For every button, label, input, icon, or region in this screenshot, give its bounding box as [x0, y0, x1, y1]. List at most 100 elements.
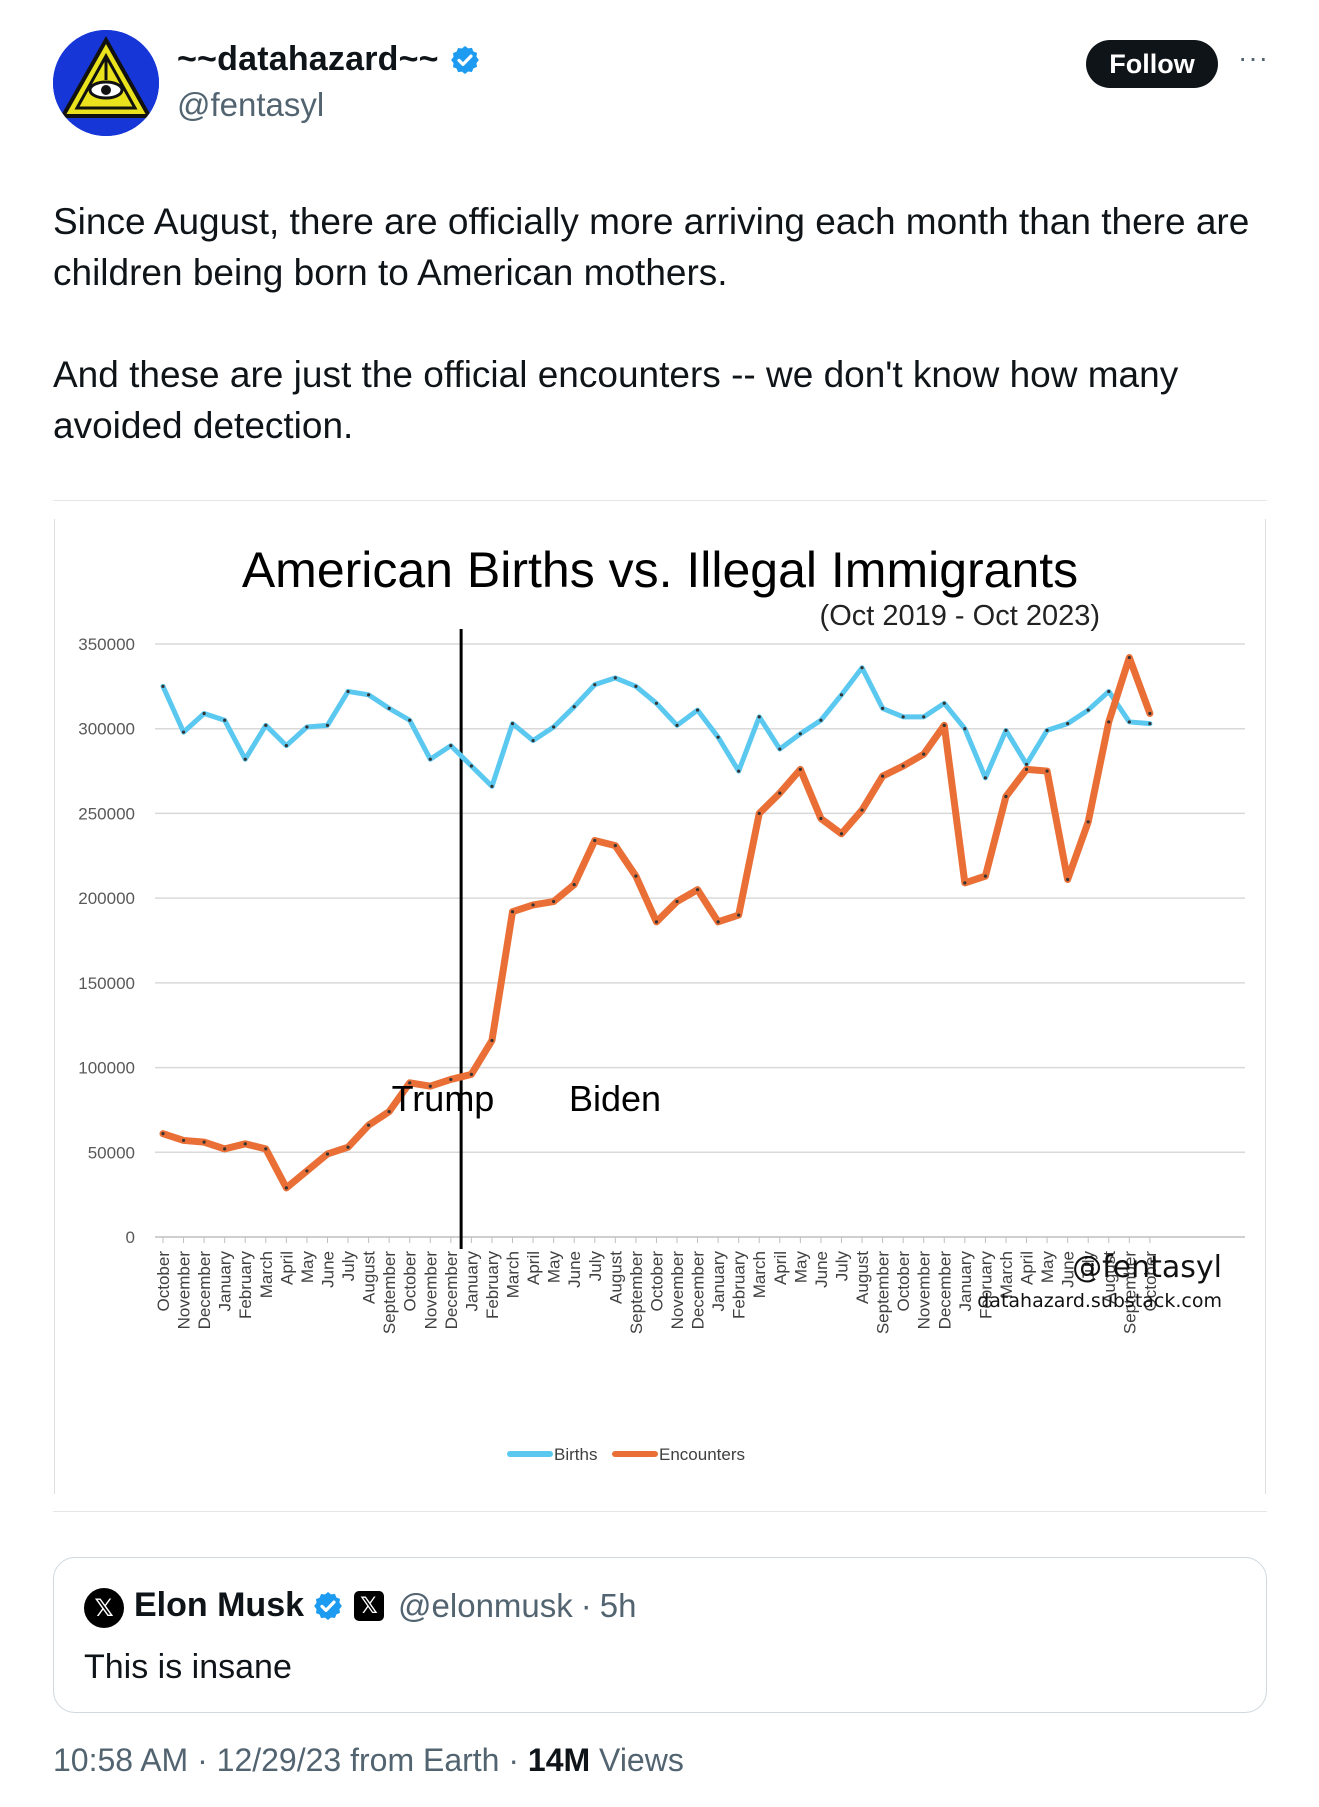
chart-subtitle: (Oct 2019 - Oct 2023): [820, 600, 1100, 632]
data-point: [387, 706, 391, 710]
series-births: [160, 665, 1153, 789]
ellipsis-icon[interactable]: ···: [1238, 42, 1269, 73]
follow-button[interactable]: Follow: [1086, 40, 1218, 88]
x-tick-label: January: [956, 1251, 975, 1312]
series-line-births: [160, 665, 1153, 789]
x-tick-label: October: [154, 1251, 173, 1312]
quoted-author-line: Elon Musk 𝕏 @elonmusk · 5h: [134, 1586, 636, 1625]
data-point: [572, 882, 576, 887]
y-tick-label: 100000: [78, 1059, 135, 1078]
x-tick-label: April: [277, 1251, 296, 1285]
data-point: [264, 723, 268, 727]
verified-badge-icon: [314, 1591, 342, 1620]
data-point: [942, 723, 946, 727]
data-point: [634, 684, 638, 688]
data-point: [1148, 722, 1152, 726]
data-point: [839, 832, 844, 836]
data-point: [325, 1152, 330, 1156]
data-point: [963, 727, 967, 731]
y-tick-label: 350000: [78, 635, 135, 654]
y-tick-label: 300000: [78, 720, 135, 739]
x-tick-label: December: [935, 1251, 954, 1330]
legend-label: Births: [554, 1445, 597, 1464]
author-avatar[interactable]: [53, 30, 159, 136]
data-point: [1127, 720, 1131, 724]
data-point: [839, 693, 844, 697]
data-point: [1148, 711, 1152, 716]
data-point: [264, 1147, 268, 1151]
data-point: [695, 708, 700, 712]
data-point: [284, 1186, 288, 1190]
data-point: [531, 903, 535, 907]
x-tick-label: March: [997, 1251, 1016, 1298]
data-point: [737, 769, 741, 773]
data-point: [449, 1077, 453, 1082]
data-point: [408, 718, 412, 722]
data-point: [983, 874, 988, 878]
data-point: [510, 722, 515, 726]
x-tick-label: May: [791, 1251, 810, 1284]
legend-item-encounters: Encounters: [612, 1445, 745, 1464]
tweet-date[interactable]: 12/29/23: [216, 1742, 342, 1778]
x-tick-label: August: [360, 1251, 379, 1304]
quoted-author-name[interactable]: Elon Musk: [134, 1586, 305, 1624]
data-point: [922, 715, 926, 719]
data-point: [510, 910, 515, 914]
x-tick-label: September: [627, 1251, 646, 1334]
meta-separator: ·: [499, 1742, 528, 1778]
data-point: [1004, 728, 1008, 733]
x-tick-label: February: [730, 1251, 749, 1320]
data-point: [469, 764, 473, 768]
x-tick-label: February: [236, 1251, 255, 1320]
quoted-tweet[interactable]: 𝕏 Elon Musk 𝕏 @elonmusk · 5h This is ins…: [53, 1557, 1267, 1713]
x-tick-label: April: [771, 1251, 790, 1285]
data-point: [428, 757, 432, 761]
data-point: [181, 1138, 186, 1143]
data-point: [901, 715, 905, 719]
author-name-text[interactable]: ~~datahazard~~: [177, 40, 439, 78]
tweet-media-image[interactable]: American Births vs. Illegal Immigrants (…: [53, 500, 1267, 1512]
data-point: [716, 920, 720, 924]
data-point: [1066, 722, 1070, 726]
tweet-time[interactable]: 10:58 AM: [53, 1742, 189, 1778]
data-point: [860, 808, 864, 812]
data-point: [223, 1147, 227, 1151]
data-point: [428, 1084, 432, 1088]
quoted-author-avatar[interactable]: 𝕏: [84, 1588, 124, 1628]
data-point: [202, 711, 206, 716]
x-tick-label: March: [750, 1251, 769, 1298]
x-tick-label: August: [1100, 1251, 1119, 1304]
data-point: [1045, 728, 1049, 733]
data-point: [757, 811, 761, 816]
quoted-author-handle[interactable]: @elonmusk: [398, 1586, 573, 1624]
data-point: [469, 1072, 473, 1076]
data-point: [1024, 762, 1029, 766]
quoted-time[interactable]: 5h: [599, 1586, 637, 1624]
x-tick-label: July: [339, 1251, 358, 1282]
x-tick-label: August: [606, 1251, 625, 1304]
data-point: [695, 888, 700, 892]
data-point: [223, 718, 227, 722]
data-point: [367, 1123, 371, 1127]
x-tick-label: March: [504, 1251, 523, 1298]
y-tick-label: 150000: [78, 974, 135, 993]
data-point: [449, 744, 453, 748]
author-display-name[interactable]: ~~datahazard~~: [177, 40, 481, 79]
x-tick-label: April: [1018, 1251, 1037, 1285]
data-point: [1086, 708, 1090, 712]
x-tick-label: May: [298, 1251, 317, 1284]
data-point: [798, 732, 802, 736]
data-point: [819, 816, 823, 821]
data-point: [243, 757, 247, 761]
data-point: [1024, 767, 1029, 771]
x-tick-label: October: [647, 1251, 666, 1312]
data-point: [552, 725, 556, 729]
author-handle[interactable]: @fentasyl: [177, 86, 325, 123]
x-tick-label: May: [545, 1251, 564, 1284]
data-point: [572, 705, 576, 709]
data-point: [490, 1038, 494, 1043]
x-tick-label: February: [483, 1251, 502, 1320]
data-point: [325, 723, 330, 727]
data-point: [1086, 820, 1090, 824]
tweet-paragraph: Since August, there are officially more …: [53, 201, 1250, 293]
